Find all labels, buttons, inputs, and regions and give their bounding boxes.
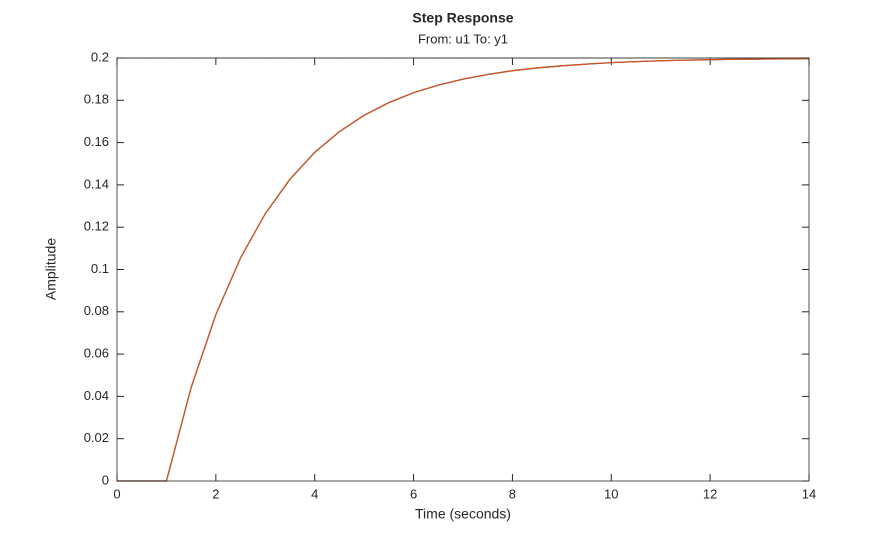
x-axis-label: Time (seconds) — [415, 506, 511, 522]
series-line — [117, 57, 810, 482]
y-tick-label: 0.08 — [84, 303, 109, 318]
x-tick-label: 0 — [113, 486, 120, 501]
y-tick-label: 0.04 — [84, 388, 109, 403]
y-tick-label: 0.16 — [84, 134, 109, 149]
x-tick-label: 10 — [604, 486, 618, 501]
x-tick-label: 8 — [509, 486, 516, 501]
y-tick-label: 0.12 — [84, 219, 109, 234]
x-tick-label: 2 — [212, 486, 219, 501]
chart-subtitle: From: u1 To: y1 — [418, 31, 508, 46]
x-tick-label: 4 — [311, 486, 318, 501]
x-tick-label: 12 — [703, 486, 717, 501]
y-tick-label: 0.18 — [84, 92, 109, 107]
y-tick-label: 0.06 — [84, 346, 109, 361]
plot-area — [117, 58, 809, 481]
y-tick-label: 0.02 — [84, 430, 109, 445]
y-axis-label: Amplitude — [43, 238, 59, 300]
x-tick-label: 6 — [410, 486, 417, 501]
chart-title: Step Response — [412, 10, 513, 26]
y-tick-label: 0.14 — [84, 176, 109, 191]
y-tick-label: 0 — [102, 472, 109, 487]
x-tick-label: 14 — [802, 486, 816, 501]
plot-frame — [116, 57, 810, 482]
y-tick-label: 0.1 — [91, 261, 109, 276]
y-tick-label: 0.2 — [91, 49, 109, 64]
